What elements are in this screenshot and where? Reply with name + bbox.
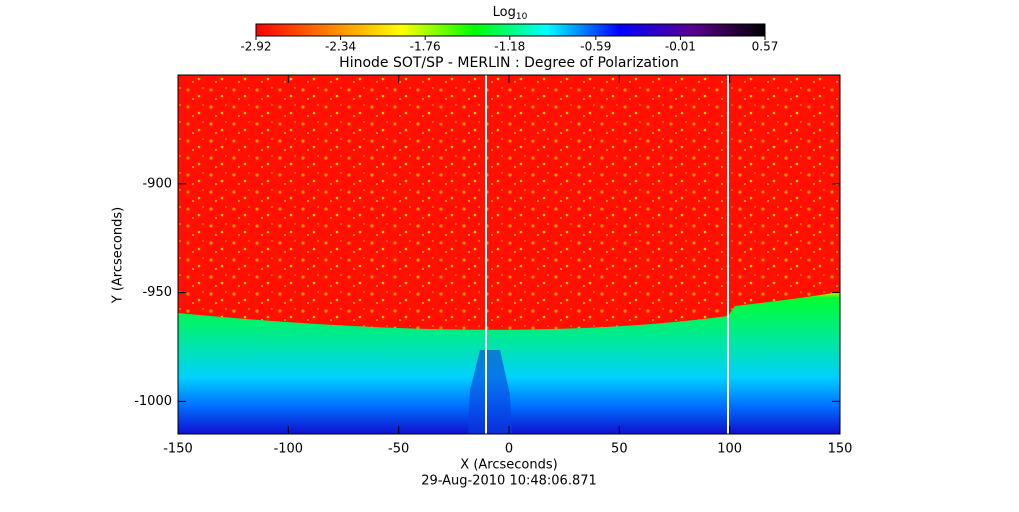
- chart-title: Hinode SOT/SP - MERLIN : Degree of Polar…: [339, 55, 679, 71]
- colorbar-tick-label: -0.59: [580, 40, 611, 54]
- solar-image: [178, 75, 840, 434]
- x-tick-label: 0: [505, 442, 513, 457]
- x-tick-label: -100: [274, 442, 304, 457]
- y-tick-label: -950: [142, 285, 172, 300]
- y-tick-label: -900: [142, 176, 172, 191]
- colorbar-label: Log10: [493, 5, 528, 22]
- colorbar-tick-label: -1.76: [410, 40, 441, 54]
- x-tick-label: 100: [717, 442, 742, 457]
- colorbar-tick-label: -0.01: [665, 40, 696, 54]
- colorbar-tick-label: -1.18: [494, 40, 525, 54]
- colorbar-tick-label: 0.57: [752, 40, 779, 54]
- subtitle: 29-Aug-2010 10:48:06.871: [421, 474, 597, 489]
- colorbar-label-text: Log: [493, 5, 516, 20]
- colorbar: [255, 23, 766, 37]
- colorbar-label-sub: 10: [516, 12, 528, 22]
- y-tick-label: -1000: [134, 394, 172, 409]
- colorbar-tick-label: -2.34: [325, 40, 356, 54]
- x-axis-label: X (Arcseconds): [460, 458, 557, 473]
- x-tick-label: 150: [828, 442, 853, 457]
- colorbar-tick-label: -2.92: [240, 40, 271, 54]
- x-tick-label: -50: [388, 442, 409, 457]
- dark-feature: [468, 350, 512, 434]
- x-tick-label: -150: [163, 442, 193, 457]
- x-tick-label: 50: [611, 442, 628, 457]
- off-limb-region: [178, 292, 840, 434]
- y-axis-label: Y (Arcseconds): [111, 207, 126, 304]
